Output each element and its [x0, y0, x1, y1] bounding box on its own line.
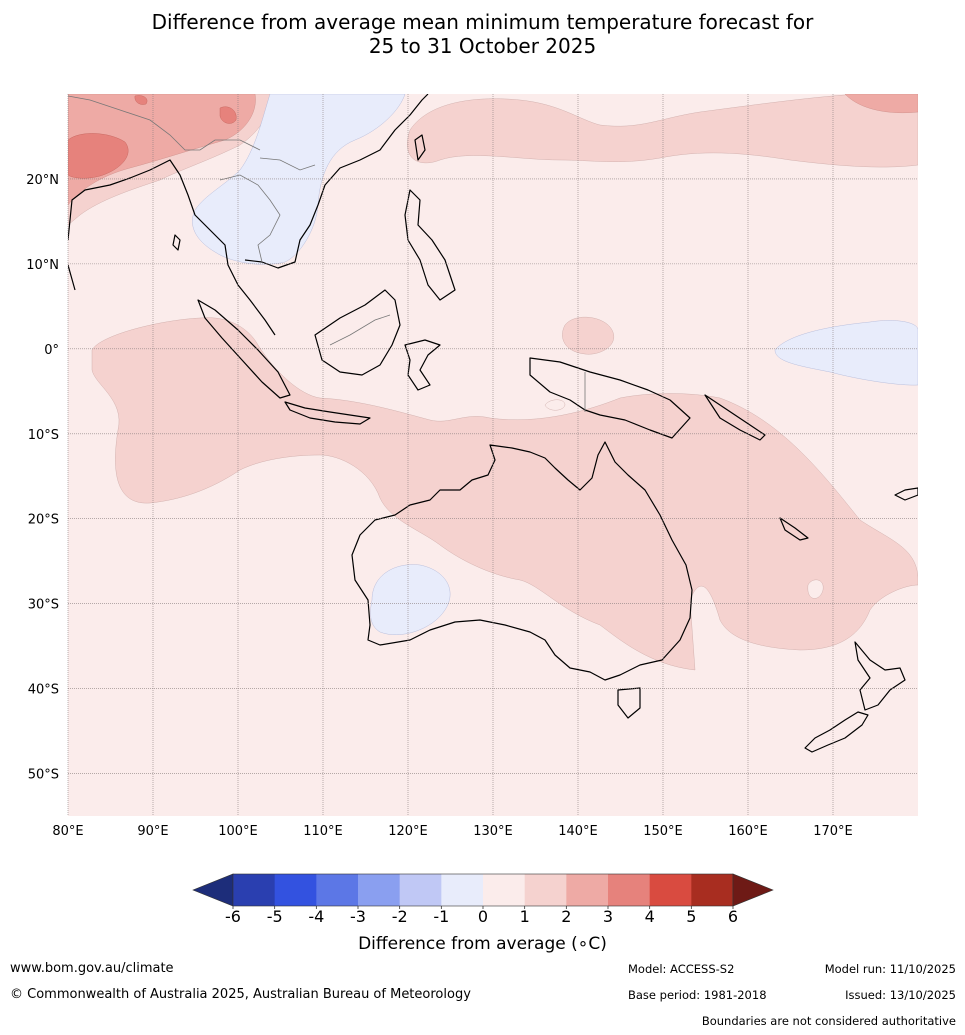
longitude-label: 160°E	[728, 824, 768, 839]
colorbar-bin	[524, 874, 567, 906]
colorbar-bins	[232, 873, 734, 907]
map-plot-area	[68, 94, 918, 816]
longitude-label: 140°E	[558, 824, 598, 839]
colorbar-under-arrow	[192, 873, 234, 907]
colorbar-tick-label: 0	[478, 907, 488, 926]
colorbar-tick-label: 5	[686, 907, 696, 926]
colorbar-bin	[399, 874, 442, 906]
colorbar-bin	[608, 874, 651, 906]
coastline-taiwan	[414, 134, 426, 161]
coastline-new-zealand-north	[854, 641, 906, 711]
longitude-label: 100°E	[218, 824, 258, 839]
latitude-labels: 20°N 10°N 0° 10°S 20°S 30°S 40°S 50°S	[26, 173, 59, 783]
model-run-text: Model run: 11/10/2025	[824, 962, 956, 976]
map-title: Difference from average mean minimum tem…	[0, 10, 965, 58]
anomaly-region-tibet	[219, 106, 237, 124]
colorbar-bin	[691, 874, 734, 906]
anomaly-region-east-pacific	[774, 320, 918, 386]
country-borders	[68, 95, 586, 412]
colorbar-bin	[274, 874, 317, 906]
latitude-label: 10°N	[26, 258, 59, 273]
colorbar-tick-label: -6	[225, 907, 241, 926]
longitude-label: 80°E	[52, 824, 83, 839]
latitude-label: 30°S	[28, 598, 59, 613]
website-link[interactable]: www.bom.gov.au/climate	[10, 961, 174, 976]
anomaly-region-northeast-pacific	[844, 94, 918, 113]
latitude-label: 40°S	[28, 683, 59, 698]
coastline-sulawesi	[404, 339, 441, 391]
colorbar-bin	[316, 874, 359, 906]
coastline-australia	[351, 441, 693, 681]
colorbar-bin	[566, 874, 609, 906]
colorbar-bin	[483, 874, 526, 906]
latitude-label: 0°	[44, 343, 59, 358]
anomaly-3-to-4-regions	[68, 95, 237, 179]
colorbar-tick-label: 4	[645, 907, 655, 926]
longitude-label: 120°E	[388, 824, 428, 839]
coastlines	[68, 94, 918, 753]
coastline-sri-lanka	[172, 234, 181, 251]
title-line-1: Difference from average mean minimum tem…	[151, 10, 814, 34]
anomaly-region-tibet-small	[134, 95, 148, 105]
coastline-java	[284, 401, 371, 425]
colorbar-title: Difference from average (∘C)	[358, 934, 607, 954]
colorbar-bin	[358, 874, 401, 906]
colorbar-tick-label: -4	[308, 907, 324, 926]
anomaly-region-tasman	[807, 579, 824, 599]
coastline-philippines	[404, 189, 456, 301]
colorbar: -6 -5 -4 -3 -2 -1 0 1 2 3 4 5 6	[192, 873, 774, 926]
longitude-labels: 80°E 90°E 100°E 110°E 120°E 130°E 140°E 150°E 16…	[52, 824, 852, 839]
coastline-borneo	[314, 289, 401, 376]
colorbar-tick-label: -5	[267, 907, 283, 926]
anomaly-region-southwest-australia	[370, 564, 451, 635]
issued-text: Issued: 13/10/2025	[845, 988, 956, 1002]
colorbar-tick-label: -3	[350, 907, 366, 926]
colorbar-over-arrow	[732, 873, 774, 907]
gridlines	[67, 94, 918, 816]
border-indochina	[219, 174, 281, 263]
anomaly-region-gulf-of-carpentaria	[544, 399, 566, 411]
disclaimer-text: Boundaries are not considered authoritat…	[701, 1014, 956, 1028]
colorbar-tick-label: -1	[433, 907, 449, 926]
longitude-label: 130°E	[473, 824, 513, 839]
longitude-label: 170°E	[813, 824, 853, 839]
model-text: Model: ACCESS-S2	[628, 962, 735, 976]
latitude-label: 20°S	[28, 513, 59, 528]
coastline-sumatra	[197, 299, 291, 399]
coastline-new-guinea	[529, 357, 691, 439]
coastline-new-caledonia	[779, 517, 809, 541]
colorbar-tick-label: 3	[603, 907, 613, 926]
colorbar-tick-labels: -6 -5 -4 -3 -2 -1 0 1 2 3 4 5 6	[225, 906, 738, 926]
colorbar-bin	[441, 874, 484, 906]
latitude-label: 20°N	[26, 173, 59, 188]
anomaly-region-west-pacific	[562, 316, 614, 355]
anomaly-region-india-north	[68, 133, 129, 179]
coastline-solomon-islands	[704, 394, 766, 441]
border-india-china	[68, 95, 261, 151]
longitude-label: 150°E	[643, 824, 683, 839]
colorbar-tick-label: 6	[728, 907, 738, 926]
longitude-label: 90°E	[137, 824, 168, 839]
latitude-label: 10°S	[28, 428, 59, 443]
coastline-new-zealand-south	[804, 711, 869, 753]
longitude-label: 110°E	[303, 824, 343, 839]
coastline-asia-mainland	[68, 94, 429, 336]
coastline-fiji	[894, 487, 918, 501]
latitude-label: 50°S	[28, 768, 59, 783]
anomaly-small-regions	[544, 399, 824, 599]
colorbar-tick-label: 1	[520, 907, 530, 926]
copyright-text: © Commonwealth of Australia 2025, Austra…	[10, 987, 471, 1002]
border-borneo	[329, 314, 391, 346]
anomaly-region-himalaya	[68, 94, 256, 206]
anomaly-2-to-3-regions	[68, 94, 918, 206]
colorbar-bin	[233, 874, 276, 906]
colorbar-bin	[649, 874, 692, 906]
title-line-2: 25 to 31 October 2025	[368, 34, 597, 58]
colorbar-tick-label: -2	[392, 907, 408, 926]
base-period-text: Base period: 1981-2018	[628, 988, 767, 1002]
border-china-vietnam	[259, 157, 316, 171]
colorbar-tick-label: 2	[561, 907, 571, 926]
